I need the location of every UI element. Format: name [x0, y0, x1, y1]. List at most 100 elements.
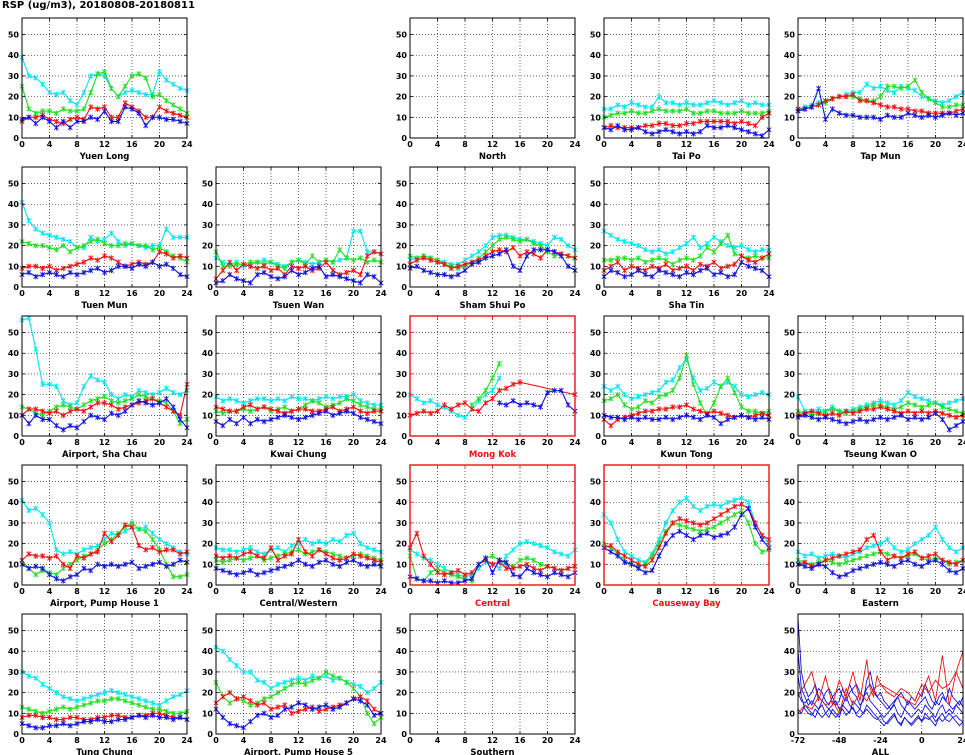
data-point	[718, 118, 724, 125]
data-point	[752, 110, 758, 116]
data-point	[642, 122, 648, 129]
data-point	[946, 104, 952, 110]
data-point	[864, 81, 870, 88]
data-point	[725, 110, 731, 116]
data-point	[170, 110, 176, 116]
tick-label-y: 40	[8, 349, 20, 358]
tick-label-x: 20	[542, 289, 554, 298]
data-point	[622, 391, 628, 398]
tick-label-x: 0	[407, 736, 413, 745]
station-title: Yuen Long	[79, 152, 130, 162]
data-point	[871, 100, 877, 106]
data-point	[697, 128, 703, 135]
tick-label-y: 50	[8, 31, 20, 40]
tick-label-x: 0	[407, 140, 413, 149]
tick-label-x: 20	[930, 140, 942, 149]
tick-label-x: 24	[375, 289, 387, 298]
tick-label-x: 4	[629, 140, 635, 149]
tick-label-y: 30	[202, 370, 214, 379]
tick-label-y: 30	[784, 668, 796, 677]
data-point	[469, 253, 475, 259]
tick-label-x: 12	[681, 289, 692, 298]
tick-label-x: -48	[832, 736, 847, 745]
tick-label-x: 16	[708, 140, 720, 149]
tick-label-y: 10	[202, 411, 214, 420]
data-point	[170, 234, 176, 241]
tick-label-y: 50	[396, 180, 408, 189]
data-point	[170, 102, 176, 108]
data-point	[496, 375, 502, 381]
data-point	[642, 104, 648, 110]
tick-label-y: 10	[396, 709, 408, 718]
data-point	[697, 118, 703, 125]
tick-label-y: 50	[8, 180, 20, 189]
data-point	[615, 536, 621, 543]
data-point	[649, 131, 655, 137]
tick-label-y: 30	[784, 370, 796, 379]
tick-label-y: 30	[8, 668, 20, 677]
tick-label-x: 24	[375, 438, 387, 447]
data-point	[864, 97, 870, 104]
tick-label-x: 16	[126, 587, 138, 596]
tick-label-y: 10	[8, 411, 20, 420]
data-point	[350, 685, 357, 692]
data-point	[524, 253, 530, 259]
data-point	[622, 553, 628, 559]
station-title: Kwun Tong	[660, 450, 712, 460]
data-point	[26, 240, 32, 247]
data-point	[67, 97, 73, 104]
data-point	[718, 383, 724, 390]
data-point	[670, 507, 676, 514]
tick-label-y: 50	[784, 627, 796, 636]
data-point	[371, 720, 377, 727]
data-point	[891, 544, 897, 551]
tick-label-x: 24	[763, 587, 775, 596]
data-point	[615, 110, 621, 116]
data-point	[704, 122, 710, 129]
data-point	[829, 569, 835, 576]
data-point	[656, 120, 662, 127]
data-point	[33, 226, 39, 232]
data-point	[822, 116, 829, 123]
data-point	[953, 93, 959, 100]
data-point	[725, 507, 731, 514]
tick-label-x: 8	[74, 438, 80, 447]
data-point	[642, 110, 648, 116]
data-point	[483, 242, 489, 249]
tick-label-x: 12	[293, 289, 304, 298]
tick-label-x: 8	[850, 140, 856, 149]
tick-label-x: 4	[47, 289, 53, 298]
tick-label-y: 40	[396, 51, 408, 60]
data-point	[108, 85, 114, 92]
tick-label-x: 20	[736, 587, 748, 596]
data-point	[738, 511, 745, 518]
data-point	[95, 106, 101, 112]
data-point	[220, 422, 226, 429]
data-point	[953, 102, 959, 108]
data-point	[163, 77, 169, 83]
data-point	[732, 124, 738, 131]
data-point	[489, 375, 496, 381]
data-point	[220, 714, 226, 721]
tick-label-y: 50	[590, 31, 602, 40]
tick-label-x: 20	[154, 587, 166, 596]
data-point	[81, 402, 87, 408]
tick-label-x: 20	[736, 438, 748, 447]
data-point	[88, 404, 94, 410]
tick-label-x: 20	[154, 438, 166, 447]
panel-eastern: 0 4 8 12 16 20 24 0 10 20 30 40 50 Eastern	[784, 464, 965, 609]
data-point	[690, 536, 696, 543]
data-point	[220, 693, 226, 700]
data-point	[884, 83, 890, 90]
data-point	[919, 89, 925, 96]
tick-label-x: 20	[542, 140, 554, 149]
tick-label-x: 12	[99, 289, 110, 298]
data-point	[95, 71, 101, 77]
station-title: Central/Western	[259, 599, 337, 609]
data-point	[60, 236, 66, 243]
data-point	[864, 114, 870, 121]
data-point	[371, 706, 377, 712]
data-point	[711, 124, 717, 131]
tick-label-x: 24	[569, 289, 581, 298]
